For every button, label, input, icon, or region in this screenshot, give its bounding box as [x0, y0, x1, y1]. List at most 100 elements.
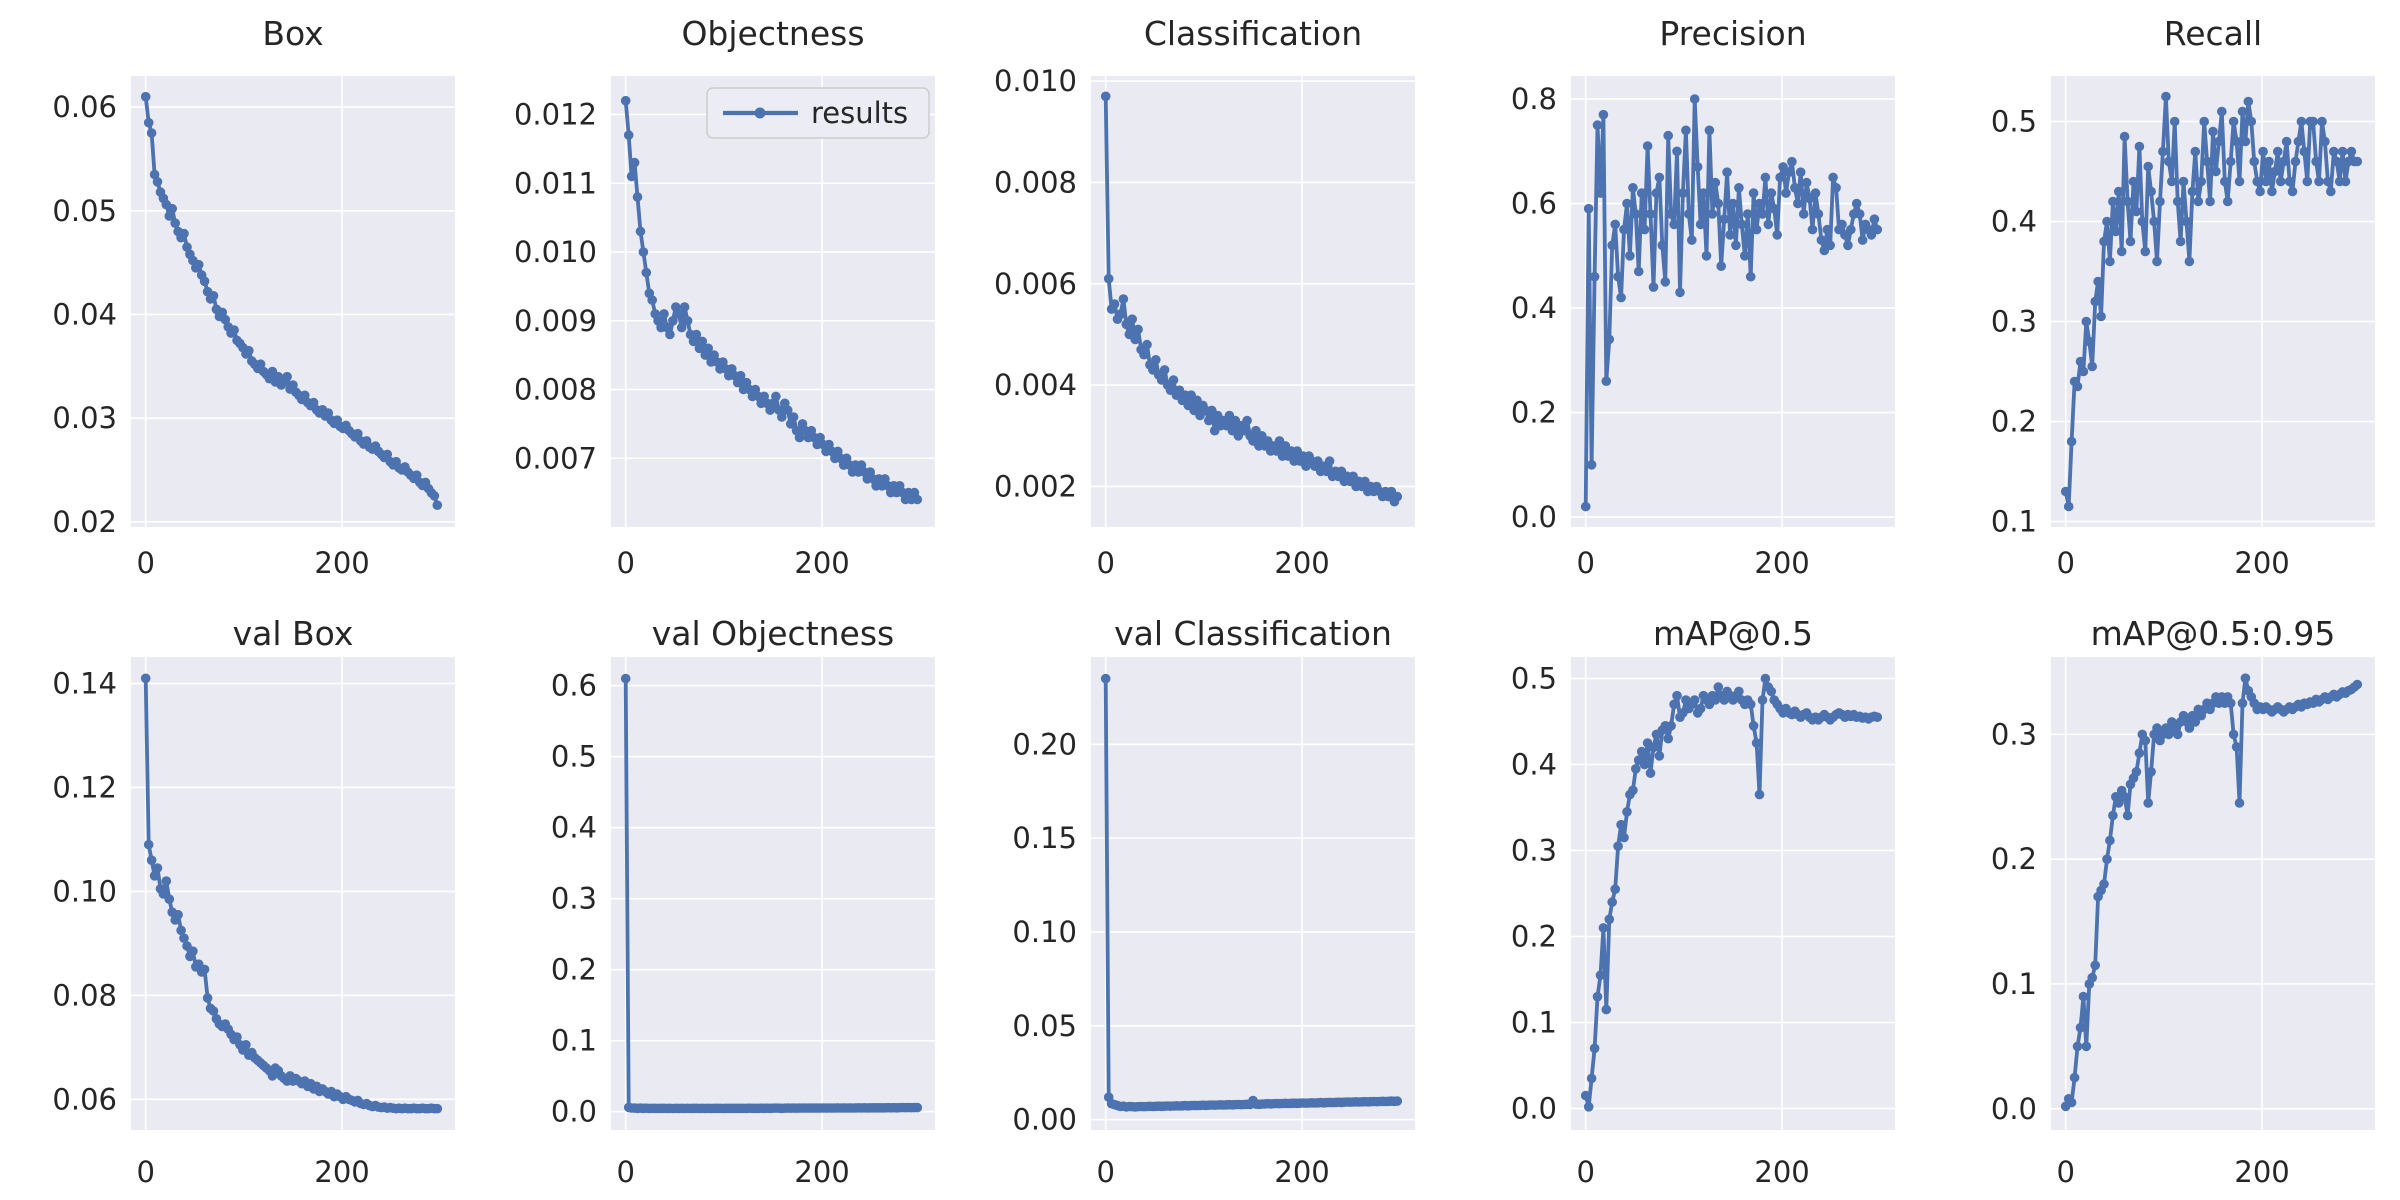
classification-plot-canvas: 0.002 0.004 0.006 0.008 0.010 0 200 [994, 64, 1415, 580]
data-point-marker [1716, 261, 1726, 272]
data-point-marker [1742, 209, 1753, 219]
data-point-marker [673, 309, 684, 319]
data-point-marker [2246, 116, 2257, 127]
data-point-marker [1324, 456, 1335, 466]
x-tick-label: 0 [1097, 546, 1115, 580]
legend-box [706, 87, 930, 139]
data-point-marker [2134, 748, 2145, 758]
data-point-marker [1663, 130, 1673, 141]
data-point-marker [2329, 146, 2339, 157]
x-tick-label: 200 [2234, 1155, 2289, 1189]
data-point-marker [2352, 156, 2363, 167]
data-point-marker [1636, 746, 1647, 757]
data-point-marker [2214, 136, 2224, 147]
data-point-marker [1580, 1090, 1591, 1101]
y-tick-label: 0.6 [551, 669, 597, 703]
data-point-marker [1748, 188, 1759, 198]
subplot-val-objectness: val Objectness 0.0 0.1 0.2 0.3 0.4 0.5 0.6 0 200 [480, 600, 960, 1200]
data-point-marker [1745, 271, 1756, 282]
y-tick-label: 0.011 [514, 166, 597, 200]
data-point-marker [2072, 381, 2083, 392]
data-point-marker [411, 470, 422, 481]
data-point-marker [2337, 146, 2348, 157]
y-tick-label: 0.009 [514, 304, 597, 338]
data-point-marker [1127, 314, 1137, 325]
data-point-marker [1704, 125, 1715, 136]
data-point-marker [1660, 277, 1671, 287]
data-point-marker [2211, 166, 2221, 177]
data-point-marker [432, 1103, 443, 1114]
y-tick-label: 0.3 [1991, 717, 2037, 751]
data-point-marker [703, 343, 713, 354]
data-point-marker [2346, 146, 2357, 157]
data-point-marker [2081, 316, 2092, 327]
data-point-marker [188, 946, 198, 956]
data-point-marker [164, 894, 175, 904]
data-point-marker [1645, 768, 1656, 778]
data-point-marker [1831, 183, 1841, 193]
data-point-marker [2131, 206, 2142, 217]
data-point-marker [1869, 214, 1880, 224]
data-point-marker [1204, 415, 1214, 426]
data-point-marker [2075, 356, 2086, 367]
data-point-marker [2078, 366, 2089, 377]
y-tick-label: 0.1 [1991, 505, 2037, 539]
data-point-marker [146, 855, 157, 865]
data-point-marker [2178, 176, 2189, 187]
data-point-marker [2352, 679, 2363, 690]
data-point-marker [176, 925, 186, 936]
data-point-marker [2187, 186, 2198, 197]
data-point-marker [1639, 224, 1650, 235]
data-point-marker [1801, 177, 1812, 188]
y-tick-label: 0.1 [1511, 1006, 1557, 1040]
subplot-precision: Precision 0.0 0.2 0.4 0.6 0.8 0 200 [1440, 0, 1920, 600]
data-point-marker [620, 95, 631, 106]
data-point-marker [1242, 415, 1252, 426]
data-point-marker [1766, 188, 1777, 198]
data-point-marker [2169, 116, 2180, 127]
data-point-marker [2284, 176, 2295, 187]
data-point-marker [1168, 375, 1179, 385]
y-tick-label: 0.8 [1511, 82, 1557, 116]
data-point-marker [1798, 209, 1809, 219]
data-point-marker [1695, 703, 1706, 714]
data-point-marker [1604, 334, 1615, 345]
plot-background [131, 76, 455, 527]
data-point-marker [255, 359, 266, 370]
subplot-title: Objectness [681, 14, 865, 53]
data-point-marker [1625, 251, 1635, 261]
data-point-marker [2181, 216, 2192, 227]
data-point-marker [1130, 334, 1140, 345]
data-point-marker [2320, 136, 2330, 147]
data-point-marker [2326, 186, 2336, 197]
recall-plot-canvas: 0.1 0.2 0.3 0.4 0.5 0 200 [1991, 76, 2375, 580]
y-tick-label: 0.04 [52, 297, 117, 331]
subplot-title: Recall [2163, 14, 2263, 53]
data-point-marker [1616, 819, 1626, 830]
data-point-marker [2152, 723, 2162, 733]
data-point-marker [2093, 276, 2103, 287]
data-point-marker [2113, 798, 2124, 808]
data-point-marker [1846, 224, 1856, 235]
data-point-marker [1825, 240, 1835, 251]
data-point-marker [2087, 361, 2097, 372]
data-point-marker [2125, 236, 2136, 247]
data-point-marker [288, 380, 298, 390]
x-tick-label: 200 [1754, 1155, 1809, 1189]
data-point-marker [199, 964, 210, 975]
data-point-marker [2140, 735, 2151, 746]
legend-label: results [811, 96, 908, 130]
x-tick-label: 0 [1097, 1155, 1115, 1189]
data-point-marker [179, 933, 189, 943]
data-point-marker [623, 130, 634, 140]
data-point-marker [2087, 972, 2097, 983]
data-point-marker [2220, 176, 2230, 187]
data-point-marker [208, 1006, 219, 1016]
data-point-marker [2217, 106, 2227, 117]
data-point-marker [161, 876, 172, 886]
data-point-marker [1872, 712, 1883, 722]
data-point-marker [629, 157, 640, 168]
data-point-marker [140, 91, 151, 102]
data-point-marker [1734, 183, 1744, 193]
data-point-marker [2105, 256, 2115, 267]
